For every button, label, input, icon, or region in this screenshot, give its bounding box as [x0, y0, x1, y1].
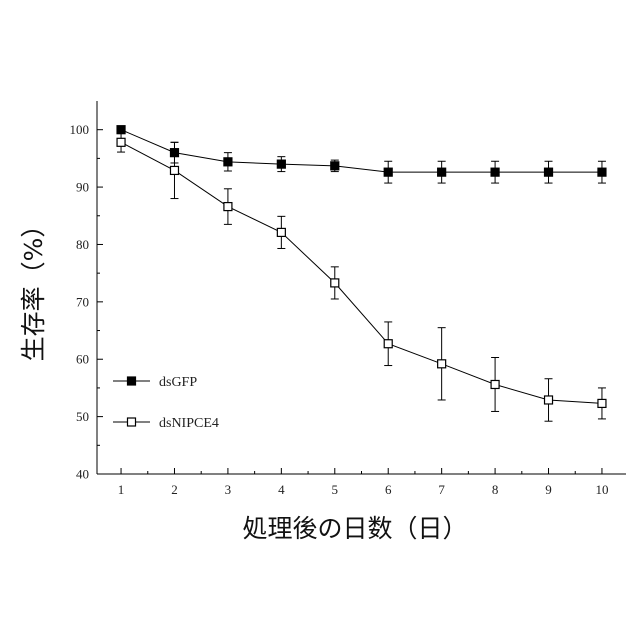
- data-point: [277, 160, 285, 168]
- x-tick-label: 8: [492, 482, 499, 497]
- legend-label: dsGFP: [159, 375, 197, 390]
- x-tick-label: 9: [545, 482, 552, 497]
- data-point: [491, 380, 499, 388]
- data-point: [277, 228, 285, 236]
- y-tick-label: 100: [70, 122, 90, 137]
- x-tick-label: 3: [225, 482, 232, 497]
- data-point: [545, 168, 553, 176]
- data-point: [438, 168, 446, 176]
- x-tick-label: 6: [385, 482, 392, 497]
- series-dsGFP: [117, 126, 606, 183]
- series-line: [121, 142, 602, 403]
- x-tick-label: 1: [118, 482, 125, 497]
- data-point: [224, 158, 232, 166]
- legend-marker: [128, 377, 136, 385]
- x-tick-label: 5: [332, 482, 339, 497]
- legend-label: dsNIPCE4: [159, 416, 219, 431]
- y-tick-label: 50: [76, 409, 89, 424]
- y-tick-label: 40: [76, 467, 89, 482]
- data-point: [491, 168, 499, 176]
- data-point: [224, 203, 232, 211]
- data-point: [384, 168, 392, 176]
- series-line: [121, 130, 602, 172]
- data-point: [545, 396, 553, 404]
- x-axis-title: 処理後の日数（日）: [242, 514, 467, 543]
- x-tick-label: 10: [595, 482, 608, 497]
- data-point: [331, 162, 339, 170]
- y-tick-label: 80: [76, 237, 89, 252]
- axes: 40 50 60 70 80 90 100 1 2 3 4 5 6 7 8 9 10: [70, 101, 627, 497]
- data-point: [438, 360, 446, 368]
- data-point: [384, 340, 392, 348]
- x-tick-label: 2: [171, 482, 178, 497]
- data-point: [170, 166, 178, 174]
- data-point: [331, 279, 339, 287]
- data-point: [598, 399, 606, 407]
- x-tick-label: 7: [438, 482, 445, 497]
- x-tick-label: 4: [278, 482, 285, 497]
- y-tick-label: 60: [76, 352, 89, 367]
- data-point: [117, 138, 125, 146]
- y-tick-label: 90: [76, 180, 89, 195]
- legend-marker: [128, 418, 136, 426]
- y-axis-title: 生存率（%）: [19, 213, 48, 362]
- legend: dsGFP dsNIPCE4: [113, 375, 219, 431]
- data-point: [598, 168, 606, 176]
- y-tick-label: 70: [76, 294, 89, 309]
